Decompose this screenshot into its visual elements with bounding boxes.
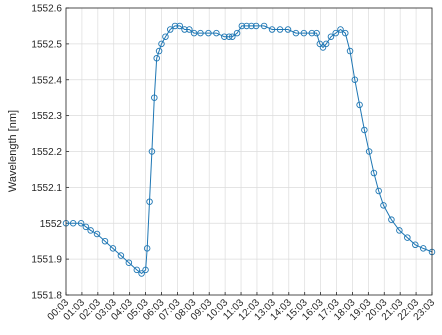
data-point <box>138 270 145 277</box>
data-point <box>276 26 284 33</box>
data-point <box>332 29 339 37</box>
series-line <box>66 25 433 275</box>
data-point <box>143 245 151 252</box>
data-point <box>221 33 228 40</box>
y-axis-label: Wavelength [nm] <box>7 110 19 192</box>
data-point <box>388 216 395 223</box>
data-point <box>380 202 387 209</box>
y-tick-label: 1552.6 <box>31 4 62 15</box>
y-tick-label: 1552.3 <box>31 111 62 122</box>
data-point <box>153 54 160 62</box>
data-point <box>87 227 94 234</box>
y-tick-label: 1551.8 <box>31 291 62 302</box>
data-point <box>155 47 163 55</box>
data-point <box>171 22 179 30</box>
data-point <box>151 94 158 101</box>
data-point <box>252 22 260 30</box>
data-point <box>225 33 233 40</box>
data-point <box>365 148 373 155</box>
data-point <box>93 230 101 238</box>
data-point <box>316 40 324 48</box>
data-point <box>205 29 212 37</box>
data-point <box>133 266 141 274</box>
data-point <box>319 44 327 51</box>
y-tick-label: 1551.9 <box>31 255 62 266</box>
y-tick-label: 1552.4 <box>31 75 62 86</box>
data-point <box>419 245 427 252</box>
data-point <box>260 22 268 30</box>
plot-frame <box>65 7 433 296</box>
data-point <box>166 26 174 33</box>
data-point <box>322 40 330 48</box>
data-point <box>375 187 382 195</box>
data-point <box>176 22 184 30</box>
data-point <box>162 33 169 40</box>
data-point <box>186 26 193 33</box>
data-point <box>313 29 320 37</box>
data-point <box>238 22 246 30</box>
data-point <box>146 198 153 205</box>
data-point <box>77 219 85 227</box>
data-point <box>233 29 241 37</box>
data-point <box>117 252 125 259</box>
data-point <box>125 259 133 266</box>
x-tick-labels: 00:0301:0302:0303:0304:0305:0306:0307:03… <box>46 297 438 323</box>
data-point <box>308 29 316 37</box>
data-point <box>248 22 255 30</box>
data-point <box>361 126 368 134</box>
data-point <box>148 148 156 155</box>
data-point <box>101 237 109 245</box>
data-point <box>69 219 77 227</box>
data-point <box>396 227 403 234</box>
data-point <box>412 241 419 249</box>
data-point <box>213 29 220 37</box>
data-point <box>142 266 149 274</box>
data-point <box>284 26 292 33</box>
data-point <box>351 76 359 83</box>
y-tick-label: 1552.2 <box>31 147 62 158</box>
data-point <box>327 33 335 40</box>
data-point <box>342 29 349 37</box>
data-point <box>292 29 300 37</box>
data-point <box>109 245 117 252</box>
data-point <box>190 29 198 37</box>
y-tick-labels: 1552.6 1552.5 1552.4 1552.3 1552.2 1552.1 1552… <box>31 4 62 302</box>
data-point <box>370 169 378 177</box>
y-tick-label: 1552 <box>40 219 63 230</box>
data-point <box>268 26 276 33</box>
data-series <box>62 22 436 277</box>
data-point <box>300 29 308 37</box>
data-point <box>337 26 344 33</box>
data-point <box>181 26 188 33</box>
data-point <box>243 22 250 30</box>
data-point <box>158 40 165 48</box>
data-point <box>197 29 204 37</box>
data-point <box>229 33 236 40</box>
data-point <box>404 234 411 241</box>
data-point <box>82 223 90 231</box>
data-point <box>356 101 363 109</box>
y-tick-label: 1552.5 <box>31 39 62 50</box>
data-point <box>346 47 354 55</box>
y-tick-label: 1552.1 <box>31 183 62 194</box>
